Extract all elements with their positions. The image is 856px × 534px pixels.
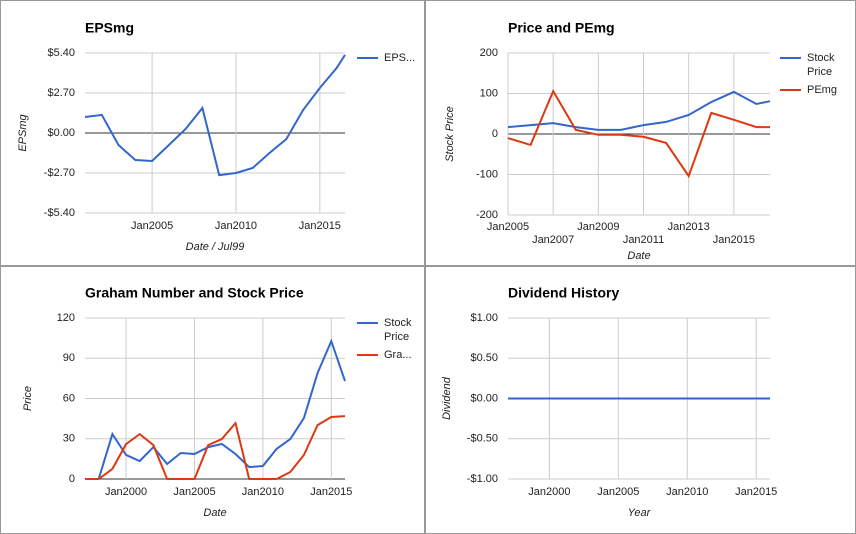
y-tick-label: $5.40	[47, 47, 75, 59]
y-axis-label: Price	[22, 386, 34, 411]
x-tick-label: Jan2015	[310, 486, 352, 498]
x-tick-label: Jan2015	[299, 220, 341, 232]
x-axis-label: Date	[203, 507, 226, 519]
x-tick-label: Jan2005	[487, 221, 529, 233]
x-tick-label: Jan2015	[735, 486, 777, 498]
x-tick-label: Jan2007	[532, 234, 574, 246]
chart-title: Graham Number and Stock Price	[85, 285, 304, 301]
x-tick-label: Jan2005	[173, 486, 215, 498]
y-axis-label: EPSmg	[17, 113, 29, 151]
y-tick-label: $0.00	[470, 392, 498, 404]
x-tick-label: Jan2015	[713, 234, 755, 246]
y-tick-label: 30	[63, 433, 75, 445]
x-tick-label: Jan2010	[666, 486, 708, 498]
legend-label: Gra...	[384, 349, 412, 361]
chart-title: Price and PEmg	[508, 20, 615, 36]
line-series	[85, 415, 346, 480]
legend-label: Stock Price	[807, 52, 835, 78]
x-tick-label: Jan2010	[215, 220, 257, 232]
y-tick-label: $0.50	[470, 352, 498, 364]
y-tick-label: $0.00	[47, 127, 75, 139]
x-tick-label: Jan2005	[131, 220, 173, 232]
line-series	[84, 54, 346, 177]
x-tick-label: Jan2000	[105, 486, 147, 498]
y-axis-label: Dividend	[441, 376, 453, 420]
y-tick-label: $2.70	[47, 87, 75, 99]
legend-label: PEmg	[807, 84, 837, 96]
y-tick-label: $1.00	[470, 312, 498, 324]
y-tick-label: -100	[476, 168, 498, 180]
x-axis-label: Date / Jul99	[186, 241, 245, 253]
x-tick-label: Jan2011	[623, 234, 664, 246]
y-tick-label: 90	[63, 352, 75, 364]
y-tick-label: -$1.00	[467, 473, 498, 485]
y-tick-label: 0	[69, 473, 75, 485]
y-tick-label: -$5.40	[44, 207, 75, 219]
y-tick-label: 120	[57, 312, 75, 324]
panel	[0, 0, 425, 266]
y-tick-label: 200	[480, 47, 498, 59]
x-tick-label: Jan2009	[577, 221, 619, 233]
x-tick-label: Jan2013	[668, 221, 710, 233]
chart-title: Dividend History	[508, 285, 619, 301]
y-tick-label: -$2.70	[44, 167, 75, 179]
line-series	[507, 90, 771, 131]
y-tick-label: -$0.50	[467, 433, 498, 445]
legend-label: EPS...	[384, 52, 416, 64]
y-tick-label: 100	[480, 87, 498, 99]
x-axis-label: Year	[628, 507, 652, 519]
line-series	[507, 88, 770, 179]
legend-label: Stock Price	[384, 317, 412, 343]
x-tick-label: Jan2010	[242, 486, 284, 498]
chart-title: EPSmg	[85, 20, 134, 36]
y-tick-label: -200	[476, 209, 498, 221]
y-tick-label: 0	[492, 128, 498, 140]
x-tick-label: Jan2005	[597, 486, 639, 498]
line-series	[85, 338, 346, 480]
y-tick-label: 60	[63, 392, 75, 404]
x-axis-label: Date	[627, 250, 650, 262]
y-axis-label: Stock Price	[444, 106, 456, 162]
x-tick-label: Jan2000	[528, 486, 570, 498]
